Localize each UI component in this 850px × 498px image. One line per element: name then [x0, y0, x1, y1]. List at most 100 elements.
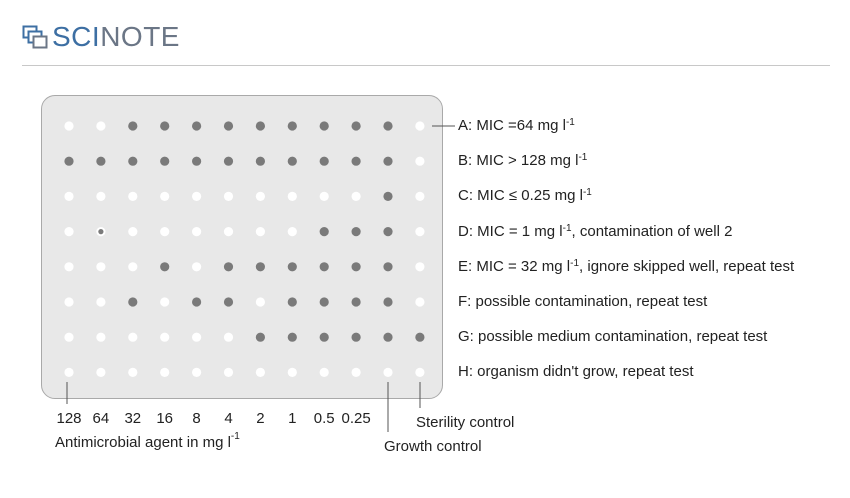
well-empty: [64, 297, 74, 307]
well-empty: [415, 121, 425, 131]
row-label-c: C: MIC ≤ 0.25 mg l-1: [458, 187, 592, 205]
well-empty: [415, 297, 425, 307]
row-label-text: G: possible medium contamination, repeat…: [458, 328, 768, 346]
well-empty: [415, 191, 425, 201]
well-growth: [223, 156, 234, 166]
well-growth: [287, 297, 297, 307]
well-empty: [223, 191, 234, 201]
concentration-label: 0.5: [313, 410, 335, 427]
sterility-control-label: Sterility control: [416, 414, 515, 431]
well-empty: [255, 227, 265, 237]
well-empty: [351, 367, 361, 377]
row-label-text: H: organism didn't grow, repeat test: [458, 363, 694, 381]
well-empty: [160, 332, 170, 342]
row-label-sup: -1: [565, 117, 575, 128]
well-empty: [287, 367, 297, 377]
concentration-label: 16: [156, 410, 174, 427]
well-growth: [255, 121, 265, 131]
scinote-logo[interactable]: SCINOTE: [22, 22, 180, 52]
row-label-sup: -1: [562, 222, 572, 234]
well-empty: [255, 367, 265, 377]
well-growth: [351, 297, 361, 307]
well-empty: [192, 262, 202, 272]
well-empty: [96, 191, 106, 201]
concentration-label: 4: [224, 410, 233, 427]
concentration-label: 64: [92, 410, 110, 427]
well-empty: [128, 367, 138, 377]
well-grid: [64, 121, 425, 377]
well-growth: [351, 262, 361, 272]
well-empty: [64, 121, 74, 131]
well-empty: [192, 191, 202, 201]
well-empty: [223, 367, 234, 377]
well-growth: [128, 156, 138, 166]
row-label-g: G: possible medium contamination, repeat…: [458, 328, 767, 346]
scinote-logo-icon: [22, 25, 48, 49]
row-label-h: H: organism didn't grow, repeat test: [458, 363, 693, 381]
well-growth: [351, 227, 361, 237]
well-growth: [319, 262, 329, 272]
well-empty: [160, 191, 170, 201]
well-growth: [383, 121, 393, 131]
well-growth: [351, 332, 361, 342]
well-empty: [319, 191, 329, 201]
well-empty: [96, 262, 106, 272]
well-growth: [319, 227, 329, 237]
well-growth: [383, 191, 393, 201]
well-growth: [223, 262, 234, 272]
row-label-sup: -1: [570, 257, 580, 269]
well-empty: [223, 332, 234, 342]
logo-wordmark: SCINOTE: [52, 22, 180, 52]
microtiter-plate: [41, 95, 443, 399]
well-growth: [351, 156, 361, 166]
row-label-d: D: MIC = 1 mg l-1, contamination of well…: [458, 223, 732, 241]
row-label-sup: -1: [578, 152, 588, 164]
well-empty: [192, 332, 202, 342]
well-growth: [192, 121, 202, 131]
row-label-text: F: possible contamination, repeat test: [458, 293, 708, 310]
row-label-text: E: MIC = 32 mg l: [458, 257, 571, 275]
well-growth: [192, 297, 202, 307]
well-empty: [64, 332, 74, 342]
row-label-sup: -1: [582, 187, 592, 199]
well-growth: [287, 121, 297, 131]
well-growth: [319, 297, 329, 307]
well-empty: [415, 262, 425, 272]
well-empty: [415, 367, 425, 377]
well-empty: [319, 367, 329, 377]
well-empty: [351, 191, 361, 201]
well-growth: [383, 332, 393, 342]
concentration-label: 32: [124, 410, 142, 427]
well-empty: [64, 367, 74, 377]
well-growth: [255, 332, 265, 342]
well-growth: [319, 156, 329, 166]
concentration-label: 1: [288, 410, 297, 427]
row-label-text: A: MIC =64 mg l: [458, 117, 566, 134]
row-label-b: B: MIC > 128 mg l-1: [458, 152, 587, 170]
well-growth: [287, 262, 297, 272]
row-label-a: A: MIC =64 mg l-1: [458, 117, 575, 135]
well-growth: [160, 156, 170, 166]
well-empty: [96, 297, 106, 307]
well-empty: [96, 367, 106, 377]
concentration-label: 128: [56, 410, 82, 427]
row-label-text: D: MIC = 1 mg l: [458, 222, 563, 240]
well-empty: [287, 227, 297, 237]
well-growth: [96, 156, 106, 166]
well-growth: [319, 332, 329, 342]
well-empty: [192, 227, 202, 237]
well-growth: [223, 121, 234, 131]
well-empty: [160, 367, 170, 377]
well-empty: [128, 227, 138, 237]
well-empty: [255, 297, 265, 307]
well-growth: [64, 156, 74, 166]
header-divider: [22, 65, 830, 66]
growth-control-label: Growth control: [384, 438, 482, 455]
well-growth: [383, 227, 393, 237]
well-growth: [255, 262, 265, 272]
well-growth: [128, 297, 138, 307]
concentration-label: 0.25: [341, 410, 371, 427]
concentration-label: 8: [192, 410, 201, 427]
well-growth: [415, 332, 425, 342]
